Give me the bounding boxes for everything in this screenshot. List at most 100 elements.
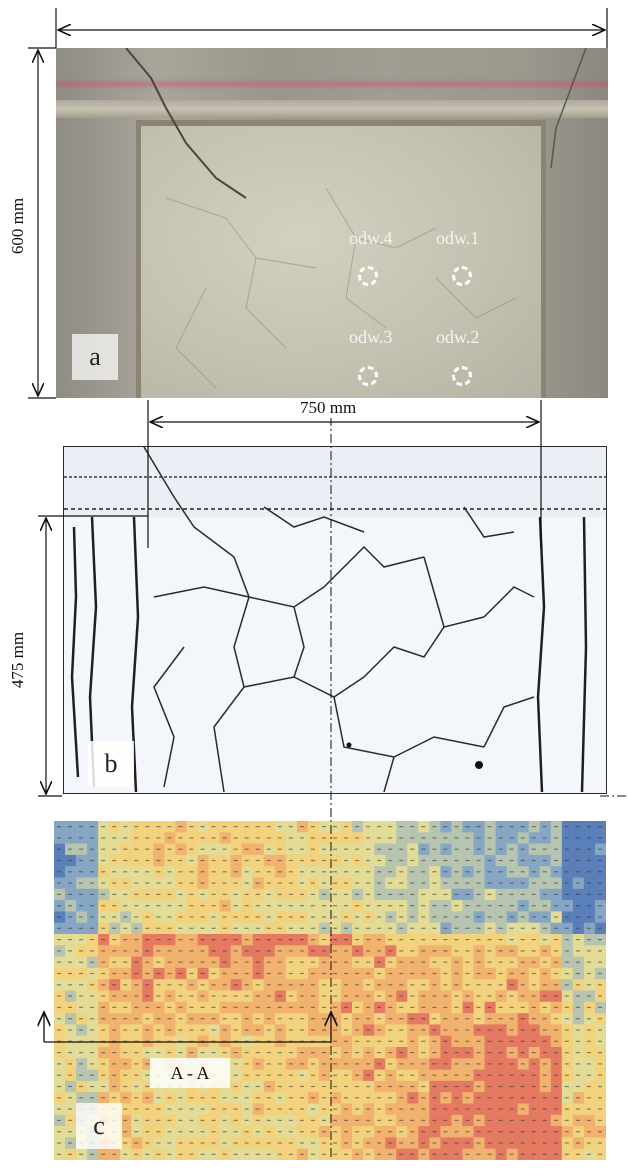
grid-marker — [454, 1052, 459, 1054]
grid-marker — [531, 927, 536, 929]
grid-marker — [101, 1018, 106, 1020]
grid-marker — [299, 859, 304, 862]
grid-marker — [344, 893, 349, 895]
grid-marker — [465, 1063, 470, 1065]
grid-marker — [145, 1074, 150, 1076]
grid-marker — [222, 871, 227, 873]
grid-marker — [123, 950, 128, 952]
grid-marker — [388, 1097, 393, 1099]
grid-marker — [288, 1153, 293, 1155]
grid-marker — [189, 950, 194, 952]
grid-marker — [233, 995, 238, 997]
grid-marker — [123, 1018, 128, 1020]
grid-marker — [288, 1029, 293, 1031]
grid-marker — [553, 848, 558, 850]
grid-marker — [333, 905, 337, 907]
grid-marker — [465, 984, 470, 986]
grid-marker — [189, 1142, 194, 1144]
grid-marker — [310, 1052, 315, 1054]
grid-marker — [388, 1040, 393, 1042]
grid-marker — [344, 1063, 349, 1065]
grid-marker — [233, 1108, 238, 1110]
grid-marker — [288, 950, 293, 952]
grid-marker — [112, 927, 117, 929]
grid-marker — [266, 1119, 271, 1121]
grid-marker — [310, 859, 315, 862]
grid-marker — [68, 961, 73, 963]
grid-marker — [366, 1063, 371, 1065]
grid-marker — [68, 984, 73, 986]
grid-marker — [112, 961, 117, 963]
grid-marker — [167, 1142, 172, 1144]
point-label-odw3: odw.3 — [349, 327, 393, 347]
grid-marker — [366, 1018, 371, 1020]
grid-marker — [57, 984, 61, 986]
grid-marker — [355, 961, 360, 963]
grid-marker — [575, 1153, 580, 1155]
grid-marker — [321, 1006, 326, 1008]
grid-marker — [333, 1153, 337, 1155]
grid-marker — [277, 1085, 282, 1088]
grid-marker — [476, 1085, 481, 1088]
grid-marker — [465, 1074, 470, 1076]
grid-marker — [454, 826, 459, 828]
grid-marker — [310, 1040, 315, 1042]
grid-marker — [564, 927, 569, 929]
grid-marker — [123, 1085, 128, 1088]
grid-marker — [145, 1153, 150, 1155]
grid-marker — [233, 972, 238, 975]
grid-marker — [277, 1142, 282, 1144]
grid-marker — [465, 1119, 470, 1121]
grid-marker — [597, 950, 602, 952]
grid-marker — [310, 871, 315, 873]
grid-marker — [167, 871, 172, 873]
grid-marker — [233, 882, 238, 884]
grid-marker — [520, 1074, 525, 1076]
grid-marker — [134, 893, 139, 895]
grid-marker — [454, 1108, 459, 1110]
grid-marker — [443, 1018, 448, 1020]
grid-marker — [509, 1074, 514, 1076]
grid-marker — [333, 893, 337, 895]
grid-marker — [586, 1097, 591, 1099]
grid-marker — [255, 871, 260, 873]
grid-marker — [189, 995, 194, 997]
grid-marker — [509, 1052, 514, 1054]
grid-marker — [487, 893, 492, 895]
grid-marker — [90, 939, 95, 941]
grid-marker — [112, 1153, 117, 1155]
grid-marker — [79, 1153, 84, 1155]
grid-marker — [255, 1108, 260, 1110]
grid-marker — [288, 972, 293, 975]
grid-marker — [344, 1142, 349, 1144]
grid-marker — [366, 1097, 371, 1099]
grid-marker — [123, 1153, 128, 1155]
grid-marker — [553, 882, 558, 884]
grid-marker — [465, 871, 470, 873]
grid-marker — [200, 1119, 205, 1121]
grid-marker — [410, 927, 415, 929]
grid-marker — [123, 927, 128, 929]
grid-marker — [399, 972, 404, 975]
grid-marker — [211, 871, 216, 873]
grid-marker — [333, 939, 337, 941]
grid-marker — [344, 927, 349, 929]
grid-marker — [454, 1040, 459, 1042]
grid-marker — [355, 1119, 360, 1121]
grid-marker — [366, 1108, 371, 1110]
grid-marker — [553, 1029, 558, 1031]
grid-marker — [277, 905, 282, 907]
grid-marker — [421, 826, 426, 828]
grid-marker — [542, 1131, 547, 1133]
grid-marker — [399, 1131, 404, 1133]
grid-marker — [299, 826, 304, 828]
grid-marker — [542, 1097, 547, 1099]
grid-marker — [432, 893, 437, 895]
grid-marker — [410, 893, 415, 895]
grid-marker — [575, 927, 580, 929]
grid-marker — [189, 1040, 194, 1042]
grid-marker — [509, 939, 514, 941]
grid-marker — [355, 1018, 360, 1020]
grid-marker — [233, 871, 238, 873]
